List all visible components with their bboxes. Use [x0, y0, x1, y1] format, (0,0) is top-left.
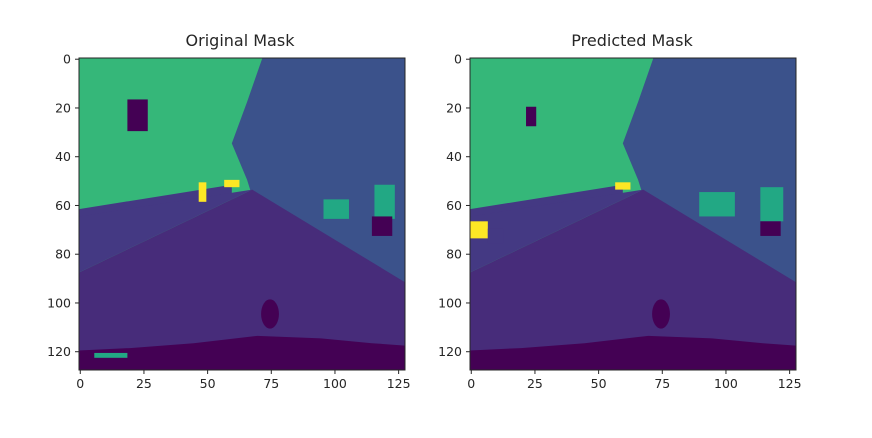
x-tick-label: 75: [263, 376, 279, 391]
y-tick-label: 80: [446, 247, 462, 262]
panel-original-mask: Original Mask 0 25 50 75 100 125 0 20 40 60 80 100 1…: [47, 31, 410, 391]
x-tick-label: 25: [527, 376, 543, 391]
axes-frame: [469, 57, 797, 371]
y-tick-label: 80: [55, 247, 71, 262]
axes-frame: [78, 57, 406, 371]
y-tick-label: 40: [55, 149, 71, 164]
axis-ticks: 0 25 50 75 100 125 0 20 40 60 80 100 120: [438, 52, 801, 391]
chart-title: Predicted Mask: [571, 31, 693, 50]
mask-image: [78, 57, 406, 371]
x-tick-label: 100: [323, 376, 347, 391]
x-tick-label: 50: [591, 376, 607, 391]
x-tick-label: 0: [76, 376, 84, 391]
region-buildings: [231, 58, 405, 314]
region-sign: [224, 179, 240, 188]
region-road: [470, 189, 796, 370]
y-tick-label: 100: [47, 295, 71, 310]
region-sign: [470, 221, 488, 239]
region-car-hood: [79, 335, 405, 370]
x-tick-label: 125: [778, 376, 802, 391]
region-car: [371, 216, 393, 236]
region-marking: [94, 352, 128, 358]
region-object: [261, 299, 279, 329]
region-vegetation: [760, 187, 784, 222]
y-tick-label: 120: [47, 344, 71, 359]
region-road: [79, 189, 405, 370]
y-tick-label: 0: [63, 52, 71, 67]
y-tick-label: 100: [438, 295, 462, 310]
region-buildings: [622, 58, 796, 314]
chart-title: Original Mask: [186, 31, 296, 50]
region-sidewalk: [487, 228, 504, 244]
region-pole-sign: [526, 106, 537, 127]
region-object: [652, 299, 670, 329]
y-tick-label: 20: [55, 100, 71, 115]
panel-predicted-mask: Predicted Mask 0 25 50 75 100 125 0 20 40 60 80 100…: [438, 31, 801, 391]
y-tick-label: 120: [438, 344, 462, 359]
x-tick-label: 50: [200, 376, 216, 391]
axis-ticks: 0 25 50 75 100 125 0 20 40 60 80 100 120: [47, 52, 410, 391]
region-car: [760, 221, 781, 236]
region-sidewalk-left: [470, 189, 644, 273]
y-tick-label: 60: [55, 198, 71, 213]
x-tick-label: 25: [136, 376, 152, 391]
region-car-hood: [470, 335, 796, 370]
region-vegetation: [699, 192, 735, 217]
x-tick-label: 0: [467, 376, 475, 391]
mask-image: [469, 57, 797, 371]
region-sign: [198, 182, 207, 202]
y-tick-label: 20: [446, 100, 462, 115]
x-tick-label: 100: [714, 376, 738, 391]
x-tick-label: 125: [387, 376, 411, 391]
x-tick-label: 75: [654, 376, 670, 391]
region-pole-sign: [127, 99, 148, 132]
y-tick-label: 0: [454, 52, 462, 67]
region-sign: [615, 182, 631, 190]
y-tick-label: 40: [446, 149, 462, 164]
region-sidewalk-left: [79, 189, 253, 273]
y-tick-label: 60: [446, 198, 462, 213]
region-vegetation: [374, 184, 395, 219]
region-vegetation: [323, 199, 349, 219]
